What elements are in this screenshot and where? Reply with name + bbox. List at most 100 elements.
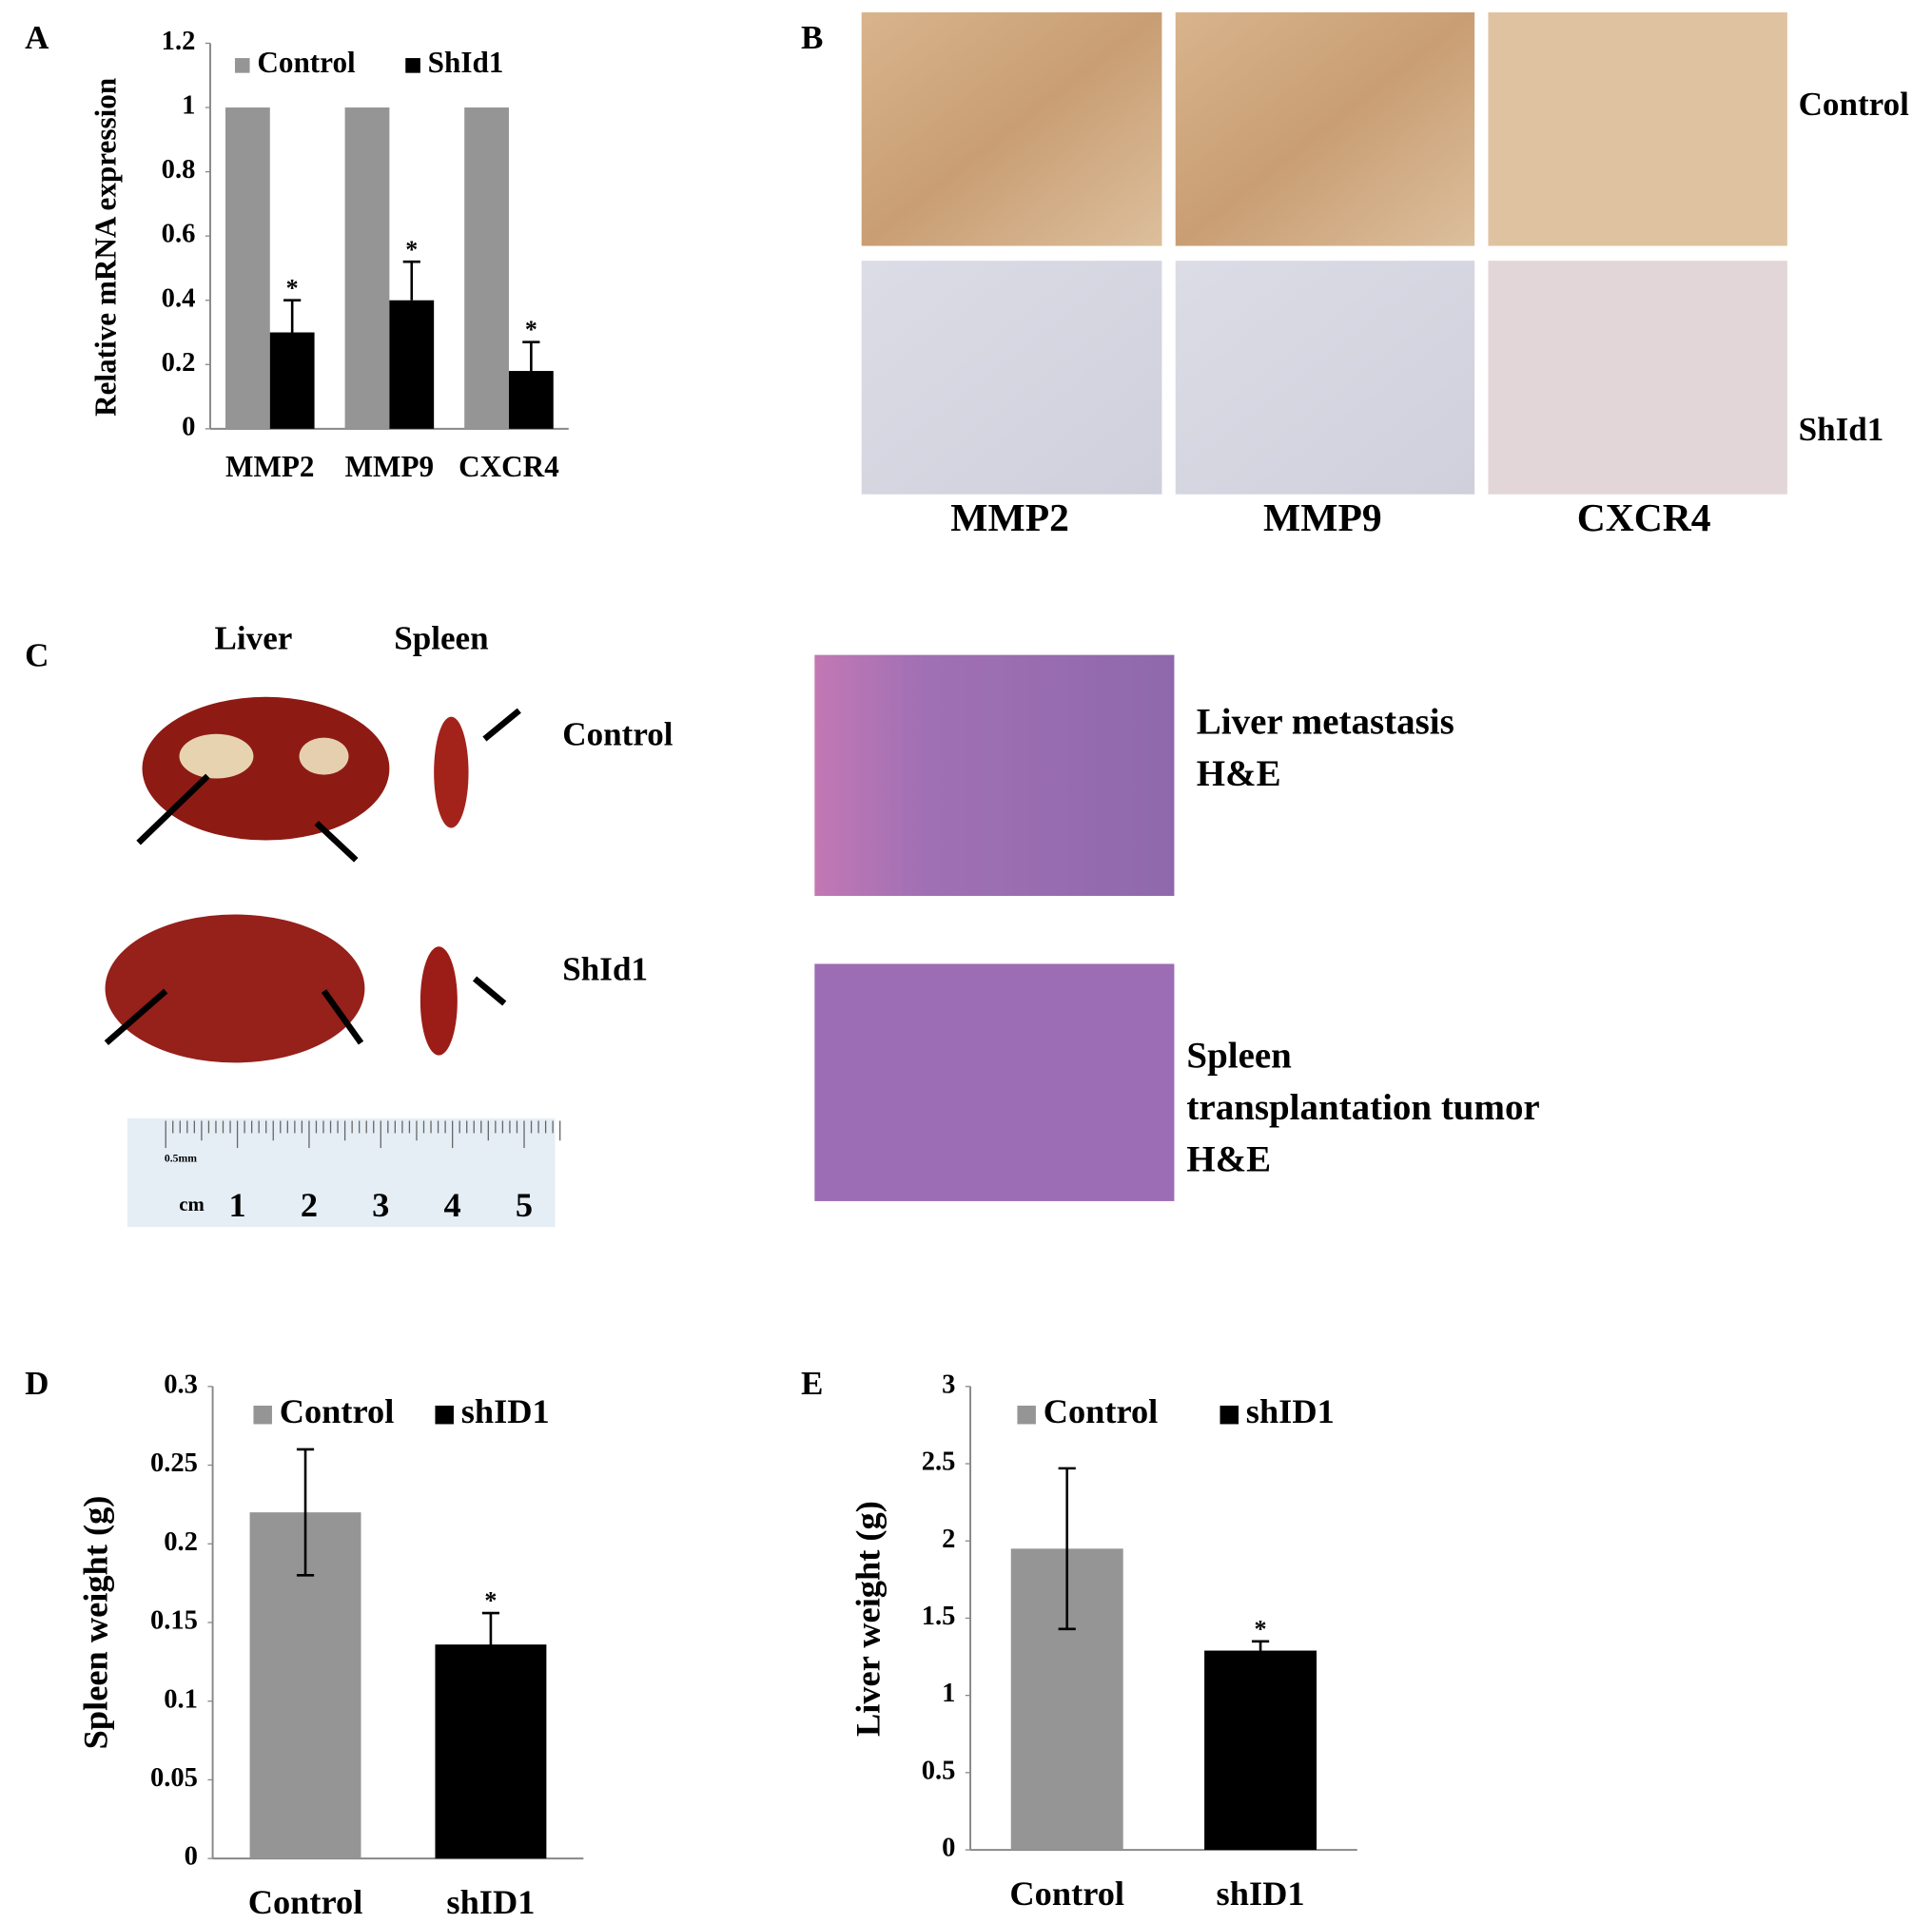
ruler-number: 3 [372,1186,389,1224]
panel-letter: E [801,1365,823,1402]
caption: transplantation tumor [1186,1087,1539,1128]
significance: * [525,316,537,343]
legend-swatch [1017,1405,1036,1425]
caption: Liver metastasis [1197,702,1454,743]
ruler-ticks [165,1120,561,1149]
caption: Spleen [1186,1035,1292,1076]
bar [344,107,390,429]
x-tick-label: MMP9 [345,450,434,483]
legend-label: shID1 [461,1392,550,1430]
y-axis-label: Liver weight (g) [849,1501,887,1737]
y-tick-label: 0.2 [164,1527,198,1557]
significance: * [484,1587,497,1615]
y-tick-label: 0 [942,1834,955,1863]
y-tick-label: 2 [942,1525,955,1554]
panel-letter: A [25,19,49,56]
legend-swatch [435,1405,454,1425]
spleen-photo [420,946,458,1056]
significance: * [286,274,299,301]
liver-photo [142,696,390,841]
he-image [814,963,1175,1201]
ruler-unit: cm [179,1194,205,1215]
panel-letter: C [25,637,49,674]
arrows [104,708,521,1046]
ruler-number: 4 [444,1186,461,1224]
significance: * [405,236,418,263]
ruler-note: 0.5mm [165,1152,197,1164]
legend-label: Control [257,46,356,79]
x-tick-label: Control [248,1883,363,1921]
column-label: Spleen [394,619,488,656]
legend-swatch [234,58,250,73]
column-label: MMP2 [950,496,1069,539]
y-tick-label: 0 [185,1842,198,1872]
x-tick-label: Control [1009,1875,1124,1913]
column-label: Liver [215,619,293,656]
x-tick-label: shID1 [1217,1875,1305,1913]
metastasis [299,737,349,775]
spleen-photo [434,716,469,828]
y-tick-label: 0.4 [162,283,196,313]
row-label: ShId1 [562,951,648,988]
y-tick-label: 0.8 [162,155,196,185]
ihc-image [861,11,1162,246]
ruler-number: 1 [228,1186,245,1224]
bar [224,107,270,429]
y-tick-label: 3 [942,1370,955,1399]
y-tick-label: 1.2 [162,27,196,56]
y-tick-label: 0.05 [150,1763,198,1793]
y-tick-label: 0.5 [922,1756,956,1785]
row-label: ShId1 [1799,411,1884,448]
significance: * [1255,1615,1267,1642]
legend-swatch [1220,1405,1239,1425]
y-tick-label: 0.2 [162,348,196,378]
y-tick-label: 1 [182,91,195,121]
bar [464,107,509,429]
liver-photo [105,914,365,1063]
bar [1204,1650,1317,1851]
caption: H&E [1197,753,1281,794]
ruler-number: 2 [301,1186,318,1224]
bar [508,371,554,429]
y-tick-label: 0.25 [150,1448,198,1478]
legend-swatch [405,58,420,73]
panel-letter: D [25,1365,49,1402]
y-tick-label: 1 [942,1679,955,1708]
legend-swatch [253,1405,272,1425]
y-tick-label: 0.1 [164,1684,198,1714]
y-axis-label: Spleen weight (g) [76,1496,114,1750]
x-tick-label: shID1 [446,1883,535,1921]
caption: H&E [1186,1139,1271,1180]
ruler [127,1117,556,1228]
he-image [814,654,1175,896]
legend-label: Control [1044,1392,1159,1430]
bar [269,332,315,429]
legend-label: Control [280,1392,395,1430]
y-axis-label: Relative mRNA expression [89,78,123,417]
legend-label: shID1 [1246,1392,1335,1430]
y-tick-label: 0 [182,412,195,441]
ihc-image [861,261,1162,495]
panel-letter: B [801,19,823,56]
metastasis [179,733,254,779]
y-tick-label: 0.15 [150,1606,198,1636]
ruler-number: 5 [516,1186,533,1224]
y-tick-label: 2.5 [922,1448,956,1477]
column-label: CXCR4 [1577,496,1711,539]
row-label: Control [562,716,673,753]
y-tick-label: 0.3 [164,1370,198,1399]
bar [435,1644,547,1859]
ihc-image [1488,261,1787,495]
x-tick-label: MMP2 [225,450,314,483]
ihc-image [1488,11,1787,246]
column-label: MMP9 [1263,496,1382,539]
legend-label: ShId1 [428,46,504,79]
ihc-image [1175,261,1475,495]
y-tick-label: 1.5 [922,1602,956,1631]
x-tick-label: CXCR4 [459,450,559,483]
bar [389,300,435,429]
ihc-image [1175,11,1475,246]
row-label: Control [1799,86,1910,123]
y-tick-label: 0.6 [162,220,196,249]
